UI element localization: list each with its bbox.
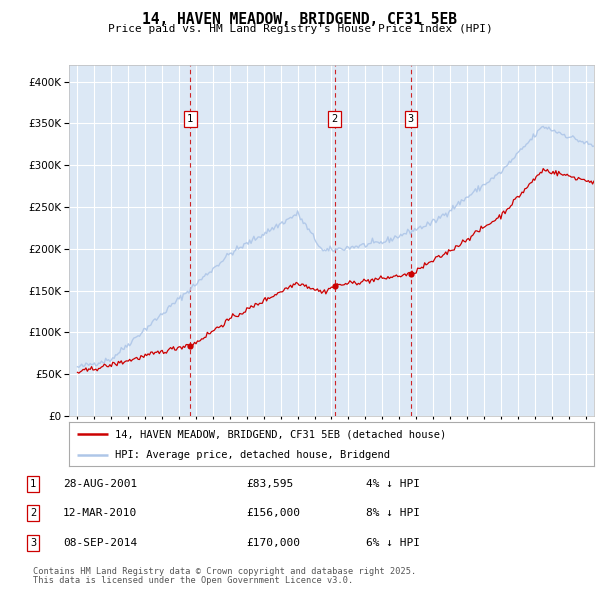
Text: 1: 1 <box>30 479 36 489</box>
Text: 14, HAVEN MEADOW, BRIDGEND, CF31 5EB: 14, HAVEN MEADOW, BRIDGEND, CF31 5EB <box>143 12 458 27</box>
Text: 3: 3 <box>408 114 414 124</box>
Text: This data is licensed under the Open Government Licence v3.0.: This data is licensed under the Open Gov… <box>33 576 353 585</box>
Text: 28-AUG-2001: 28-AUG-2001 <box>63 479 137 489</box>
Text: 1: 1 <box>187 114 193 124</box>
Text: 14, HAVEN MEADOW, BRIDGEND, CF31 5EB (detached house): 14, HAVEN MEADOW, BRIDGEND, CF31 5EB (de… <box>115 430 446 439</box>
Text: £156,000: £156,000 <box>246 509 300 518</box>
Text: 2: 2 <box>332 114 338 124</box>
Text: 12-MAR-2010: 12-MAR-2010 <box>63 509 137 518</box>
Text: £170,000: £170,000 <box>246 538 300 548</box>
Text: 08-SEP-2014: 08-SEP-2014 <box>63 538 137 548</box>
Text: HPI: Average price, detached house, Bridgend: HPI: Average price, detached house, Brid… <box>115 450 390 460</box>
Text: 2: 2 <box>30 509 36 518</box>
Text: Price paid vs. HM Land Registry's House Price Index (HPI): Price paid vs. HM Land Registry's House … <box>107 24 493 34</box>
Text: 3: 3 <box>30 538 36 548</box>
Text: 6% ↓ HPI: 6% ↓ HPI <box>366 538 420 548</box>
Text: 4% ↓ HPI: 4% ↓ HPI <box>366 479 420 489</box>
Text: £83,595: £83,595 <box>246 479 293 489</box>
Text: 8% ↓ HPI: 8% ↓ HPI <box>366 509 420 518</box>
Text: Contains HM Land Registry data © Crown copyright and database right 2025.: Contains HM Land Registry data © Crown c… <box>33 567 416 576</box>
